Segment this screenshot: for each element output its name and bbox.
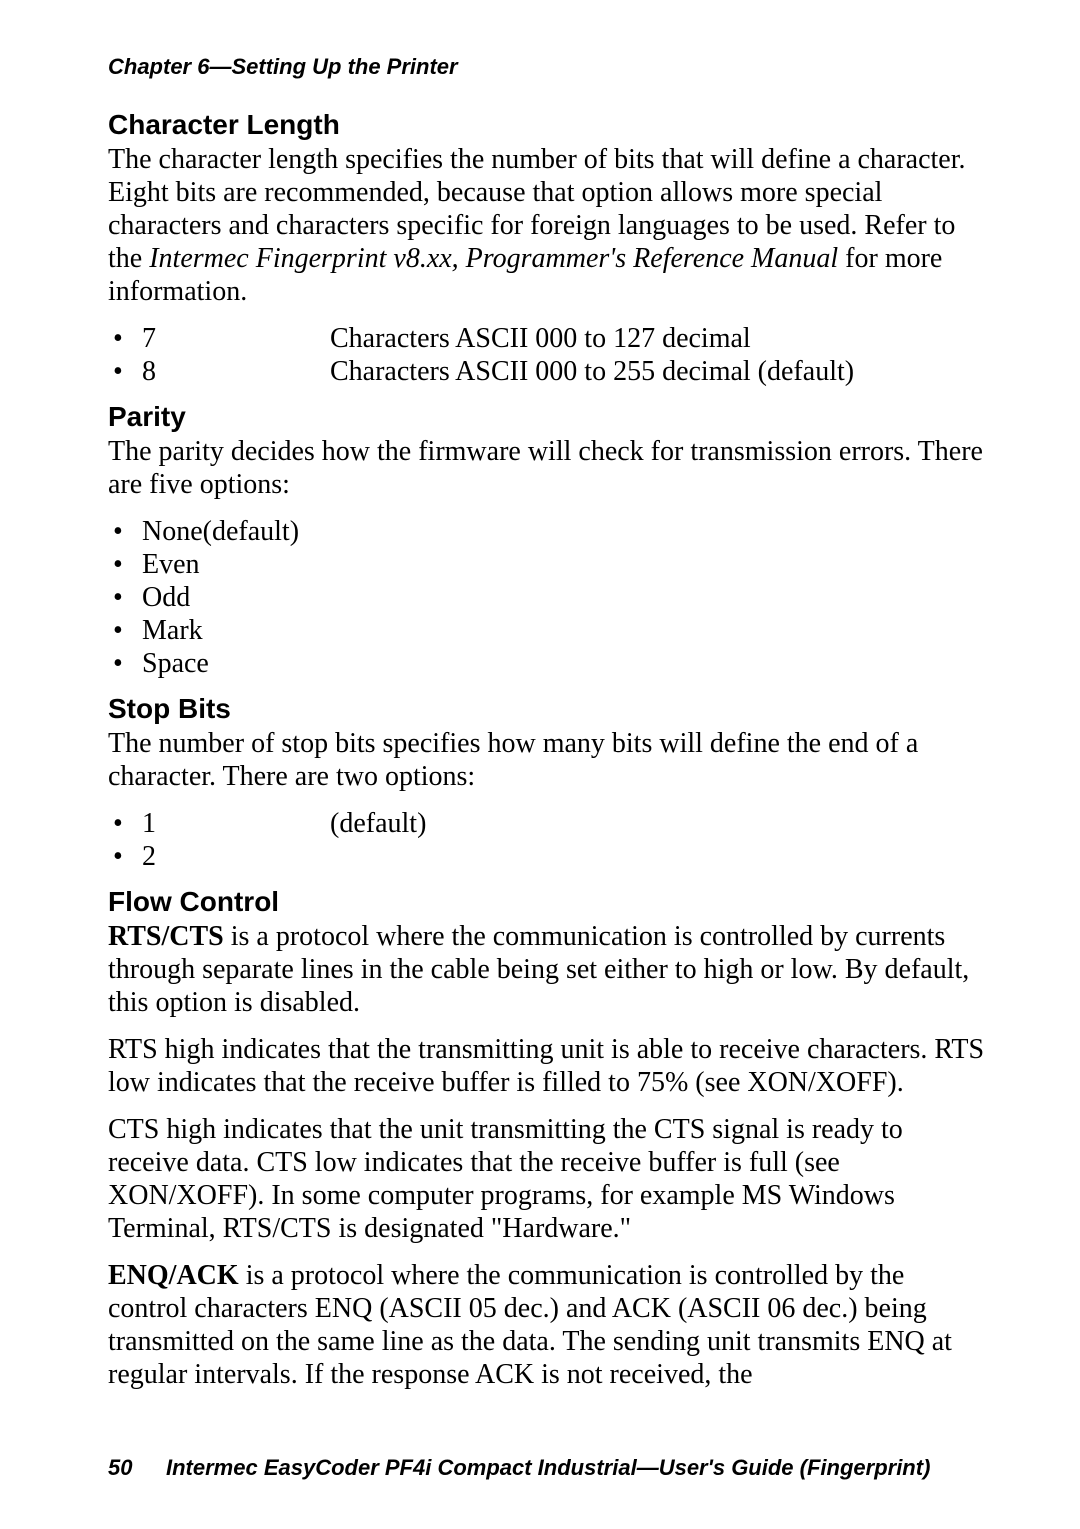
page-number: 50: [108, 1455, 166, 1481]
para-flow-control-2: RTS high indicates that the transmitting…: [108, 1033, 990, 1099]
list-item: None(default): [108, 515, 990, 548]
page: Chapter 6—Setting Up the Printer Charact…: [0, 0, 1080, 1529]
list-item: 2: [108, 840, 990, 873]
list-character-length: 7 Characters ASCII 000 to 127 decimal 8 …: [108, 322, 990, 388]
heading-stop-bits: Stop Bits: [108, 694, 990, 725]
para-flow-control-1: RTS/CTS is a protocol where the communic…: [108, 920, 990, 1019]
list-key: 2: [142, 840, 330, 873]
list-key: 7: [142, 322, 330, 355]
list-item: Space: [108, 647, 990, 680]
list-desc: Characters ASCII 000 to 255 decimal (def…: [330, 355, 854, 388]
text-span: is a protocol where the communication is…: [108, 921, 969, 1018]
heading-flow-control: Flow Control: [108, 887, 990, 918]
chapter-header: Chapter 6—Setting Up the Printer: [108, 54, 990, 80]
list-key: 1: [142, 807, 330, 840]
list-desc: (default): [330, 807, 426, 840]
section-parity: Parity The parity decides how the firmwa…: [108, 402, 990, 680]
page-footer: 50Intermec EasyCoder PF4i Compact Indust…: [108, 1455, 990, 1481]
para-flow-control-4: ENQ/ACK is a protocol where the communic…: [108, 1259, 990, 1391]
list-item: Odd: [108, 581, 990, 614]
list-key: 8: [142, 355, 330, 388]
list-parity: None(default) Even Odd Mark Space: [108, 515, 990, 680]
para-flow-control-3: CTS high indicates that the unit transmi…: [108, 1113, 990, 1245]
italic-reference: Intermec Fingerprint v8.xx, Programmer's…: [149, 243, 838, 274]
list-stop-bits: 1 (default) 2: [108, 807, 990, 873]
heading-parity: Parity: [108, 402, 990, 433]
bold-rts-cts: RTS/CTS: [108, 921, 224, 952]
para-stop-bits: The number of stop bits specifies how ma…: [108, 727, 990, 793]
bold-enq-ack: ENQ/ACK: [108, 1260, 239, 1291]
list-item: Even: [108, 548, 990, 581]
list-item: Mark: [108, 614, 990, 647]
section-character-length: Character Length The character length sp…: [108, 110, 990, 388]
list-item: 8 Characters ASCII 000 to 255 decimal (d…: [108, 355, 990, 388]
para-character-length: The character length specifies the numbe…: [108, 143, 990, 308]
para-parity: The parity decides how the firmware will…: [108, 435, 990, 501]
footer-text: Intermec EasyCoder PF4i Compact Industri…: [166, 1455, 930, 1480]
list-item: 7 Characters ASCII 000 to 127 decimal: [108, 322, 990, 355]
heading-character-length: Character Length: [108, 110, 990, 141]
section-flow-control: Flow Control RTS/CTS is a protocol where…: [108, 887, 990, 1391]
section-stop-bits: Stop Bits The number of stop bits specif…: [108, 694, 990, 873]
list-desc: Characters ASCII 000 to 127 decimal: [330, 322, 751, 355]
list-item: 1 (default): [108, 807, 990, 840]
